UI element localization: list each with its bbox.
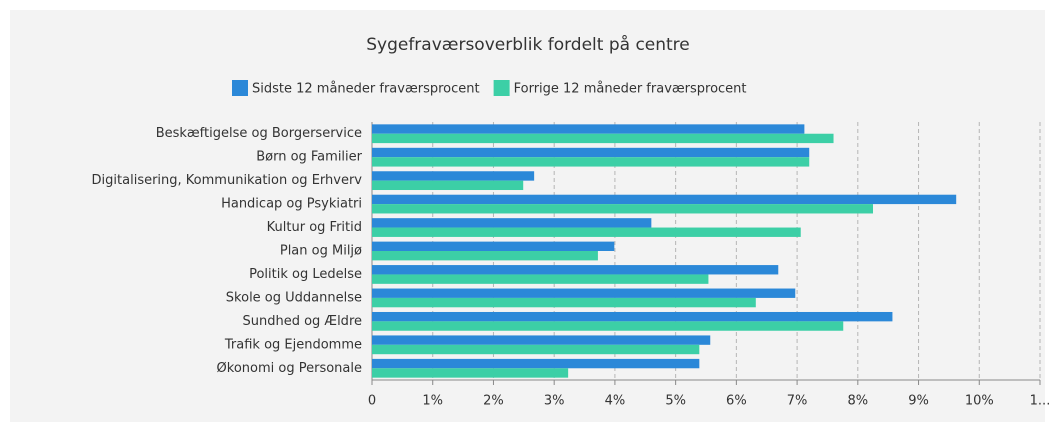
bar xyxy=(372,241,615,251)
x-tick-label: 2% xyxy=(483,394,504,409)
bar xyxy=(372,358,700,369)
x-tick-label: 3% xyxy=(544,394,565,409)
chart-title: Sygefraværsoverblik fordelt på centre xyxy=(366,34,690,55)
x-tick-label: 7% xyxy=(787,394,808,409)
bar xyxy=(372,218,652,228)
y-tick-label: Sundhed og Ældre xyxy=(242,314,362,329)
legend-swatch xyxy=(493,80,510,96)
bar xyxy=(372,288,796,298)
x-tick-label: 0 xyxy=(368,394,376,409)
bar xyxy=(372,171,535,181)
x-tick-label: 5% xyxy=(665,394,686,409)
bar xyxy=(372,180,524,191)
legend-label: Sidste 12 måneder fraværsprocent xyxy=(252,82,480,97)
legend-label: Forrige 12 måneder fraværsprocent xyxy=(514,82,747,97)
bar xyxy=(372,194,957,205)
bar xyxy=(372,227,801,237)
x-tick-label: 1% xyxy=(422,394,443,409)
x-tick-label: 6% xyxy=(726,394,747,409)
y-tick-label: Handicap og Psykiatri xyxy=(221,197,362,212)
bar xyxy=(372,311,893,322)
bar xyxy=(372,368,569,378)
y-tick-label: Beskæftigelse og Borgerservice xyxy=(156,126,362,141)
x-tick-label: 4% xyxy=(605,394,626,409)
bar xyxy=(372,321,844,331)
y-tick-label: Kultur og Fritid xyxy=(267,220,362,235)
x-tick-label: 1... xyxy=(1030,394,1051,409)
y-tick-label: Plan og Miljø xyxy=(280,244,362,259)
y-tick-label: Børn og Familier xyxy=(256,150,362,165)
bar xyxy=(372,274,709,284)
bar xyxy=(372,251,598,261)
bar xyxy=(372,204,873,214)
bar xyxy=(372,124,805,134)
bar xyxy=(372,147,810,158)
y-tick-label: Digitalisering, Kommunikation og Erhverv xyxy=(92,173,363,188)
bar xyxy=(372,297,756,308)
bar xyxy=(372,344,700,355)
x-tick-label: 9% xyxy=(908,394,929,409)
bar xyxy=(372,157,810,167)
y-tick-label: Trafik og Ejendomme xyxy=(224,337,362,352)
legend-swatch xyxy=(232,80,248,96)
x-tick-label: 8% xyxy=(848,394,869,409)
y-tick-label: Skole og Uddannelse xyxy=(226,290,362,305)
y-tick-label: Økonomi og Personale xyxy=(217,361,362,376)
bar xyxy=(372,265,779,275)
y-tick-label: Politik og Ledelse xyxy=(249,267,362,282)
bar xyxy=(372,335,711,345)
bar xyxy=(372,133,834,144)
x-tick-label: 10% xyxy=(965,394,994,409)
